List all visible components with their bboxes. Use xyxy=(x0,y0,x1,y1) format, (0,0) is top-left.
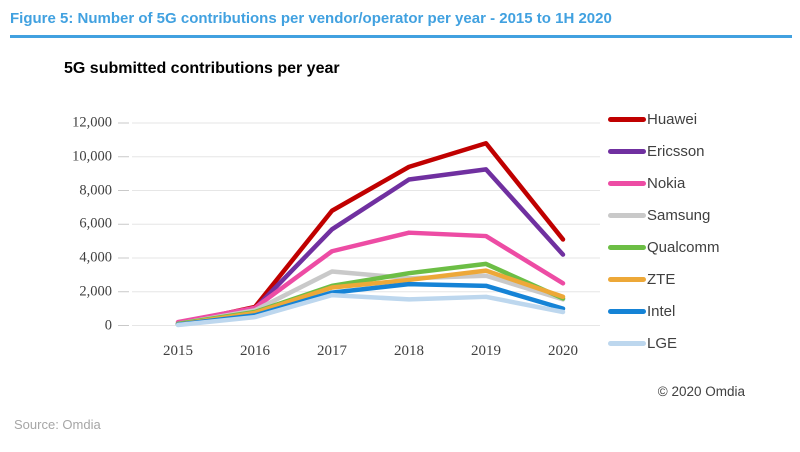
y-tick-label: 12,000 xyxy=(72,114,112,131)
legend-swatch-huawei xyxy=(608,116,646,122)
x-tick-label: 2018 xyxy=(394,343,424,359)
y-tick-label: 8,000 xyxy=(79,182,112,198)
legend-item-nokia: Nokia xyxy=(608,173,685,193)
legend-label: LGE xyxy=(647,334,678,352)
legend-item-samsung: Samsung xyxy=(608,205,710,225)
legend-swatch-ericsson xyxy=(608,148,646,154)
y-tick-label: 10,000 xyxy=(72,148,112,165)
legend-label: Samsung xyxy=(647,206,711,224)
series-line-lge xyxy=(175,292,566,328)
source-note: Source: Omdia xyxy=(14,417,101,432)
legend-label: Nokia xyxy=(647,174,686,192)
legend-item-ericsson: Ericsson xyxy=(608,141,705,161)
legend-item-huawei: Huawei xyxy=(608,109,697,129)
x-tick-label: 2019 xyxy=(471,343,501,359)
x-tick-label: 2017 xyxy=(317,343,347,359)
legend-label: Intel xyxy=(647,302,676,320)
series-line-nokia xyxy=(175,230,566,325)
figure-title-underline xyxy=(10,35,792,38)
x-tick-label: 2020 xyxy=(548,343,578,359)
y-tick-label: 0 xyxy=(104,317,112,333)
chart-title: 5G submitted contributions per year xyxy=(64,60,340,77)
copyright-note: © 2020 Omdia xyxy=(657,384,745,399)
y-tick-label: 4,000 xyxy=(79,249,112,266)
legend-item-lge: LGE xyxy=(608,333,677,353)
legend-label: Qualcomm xyxy=(647,238,720,256)
legend-label: Ericsson xyxy=(647,142,705,160)
legend-swatch-lge xyxy=(608,340,646,346)
legend-label: ZTE xyxy=(647,270,676,288)
legend-swatch-intel xyxy=(608,308,646,314)
figure-title: Figure 5: Number of 5G contributions per… xyxy=(10,10,612,27)
legend-swatch-samsung xyxy=(608,212,646,218)
legend-swatch-qualcomm xyxy=(608,244,646,250)
legend-item-intel: Intel xyxy=(608,301,675,321)
legend-swatch-nokia xyxy=(608,180,646,186)
legend-item-qualcomm: Qualcomm xyxy=(608,237,720,257)
x-tick-label: 2016 xyxy=(240,343,270,359)
legend-swatch-zte xyxy=(608,276,646,282)
y-tick-label: 2,000 xyxy=(79,283,112,300)
legend-item-zte: ZTE xyxy=(608,269,675,289)
y-tick-label: 6,000 xyxy=(79,215,112,232)
legend-label: Huawei xyxy=(647,110,698,128)
x-tick-label: 2015 xyxy=(163,343,193,359)
